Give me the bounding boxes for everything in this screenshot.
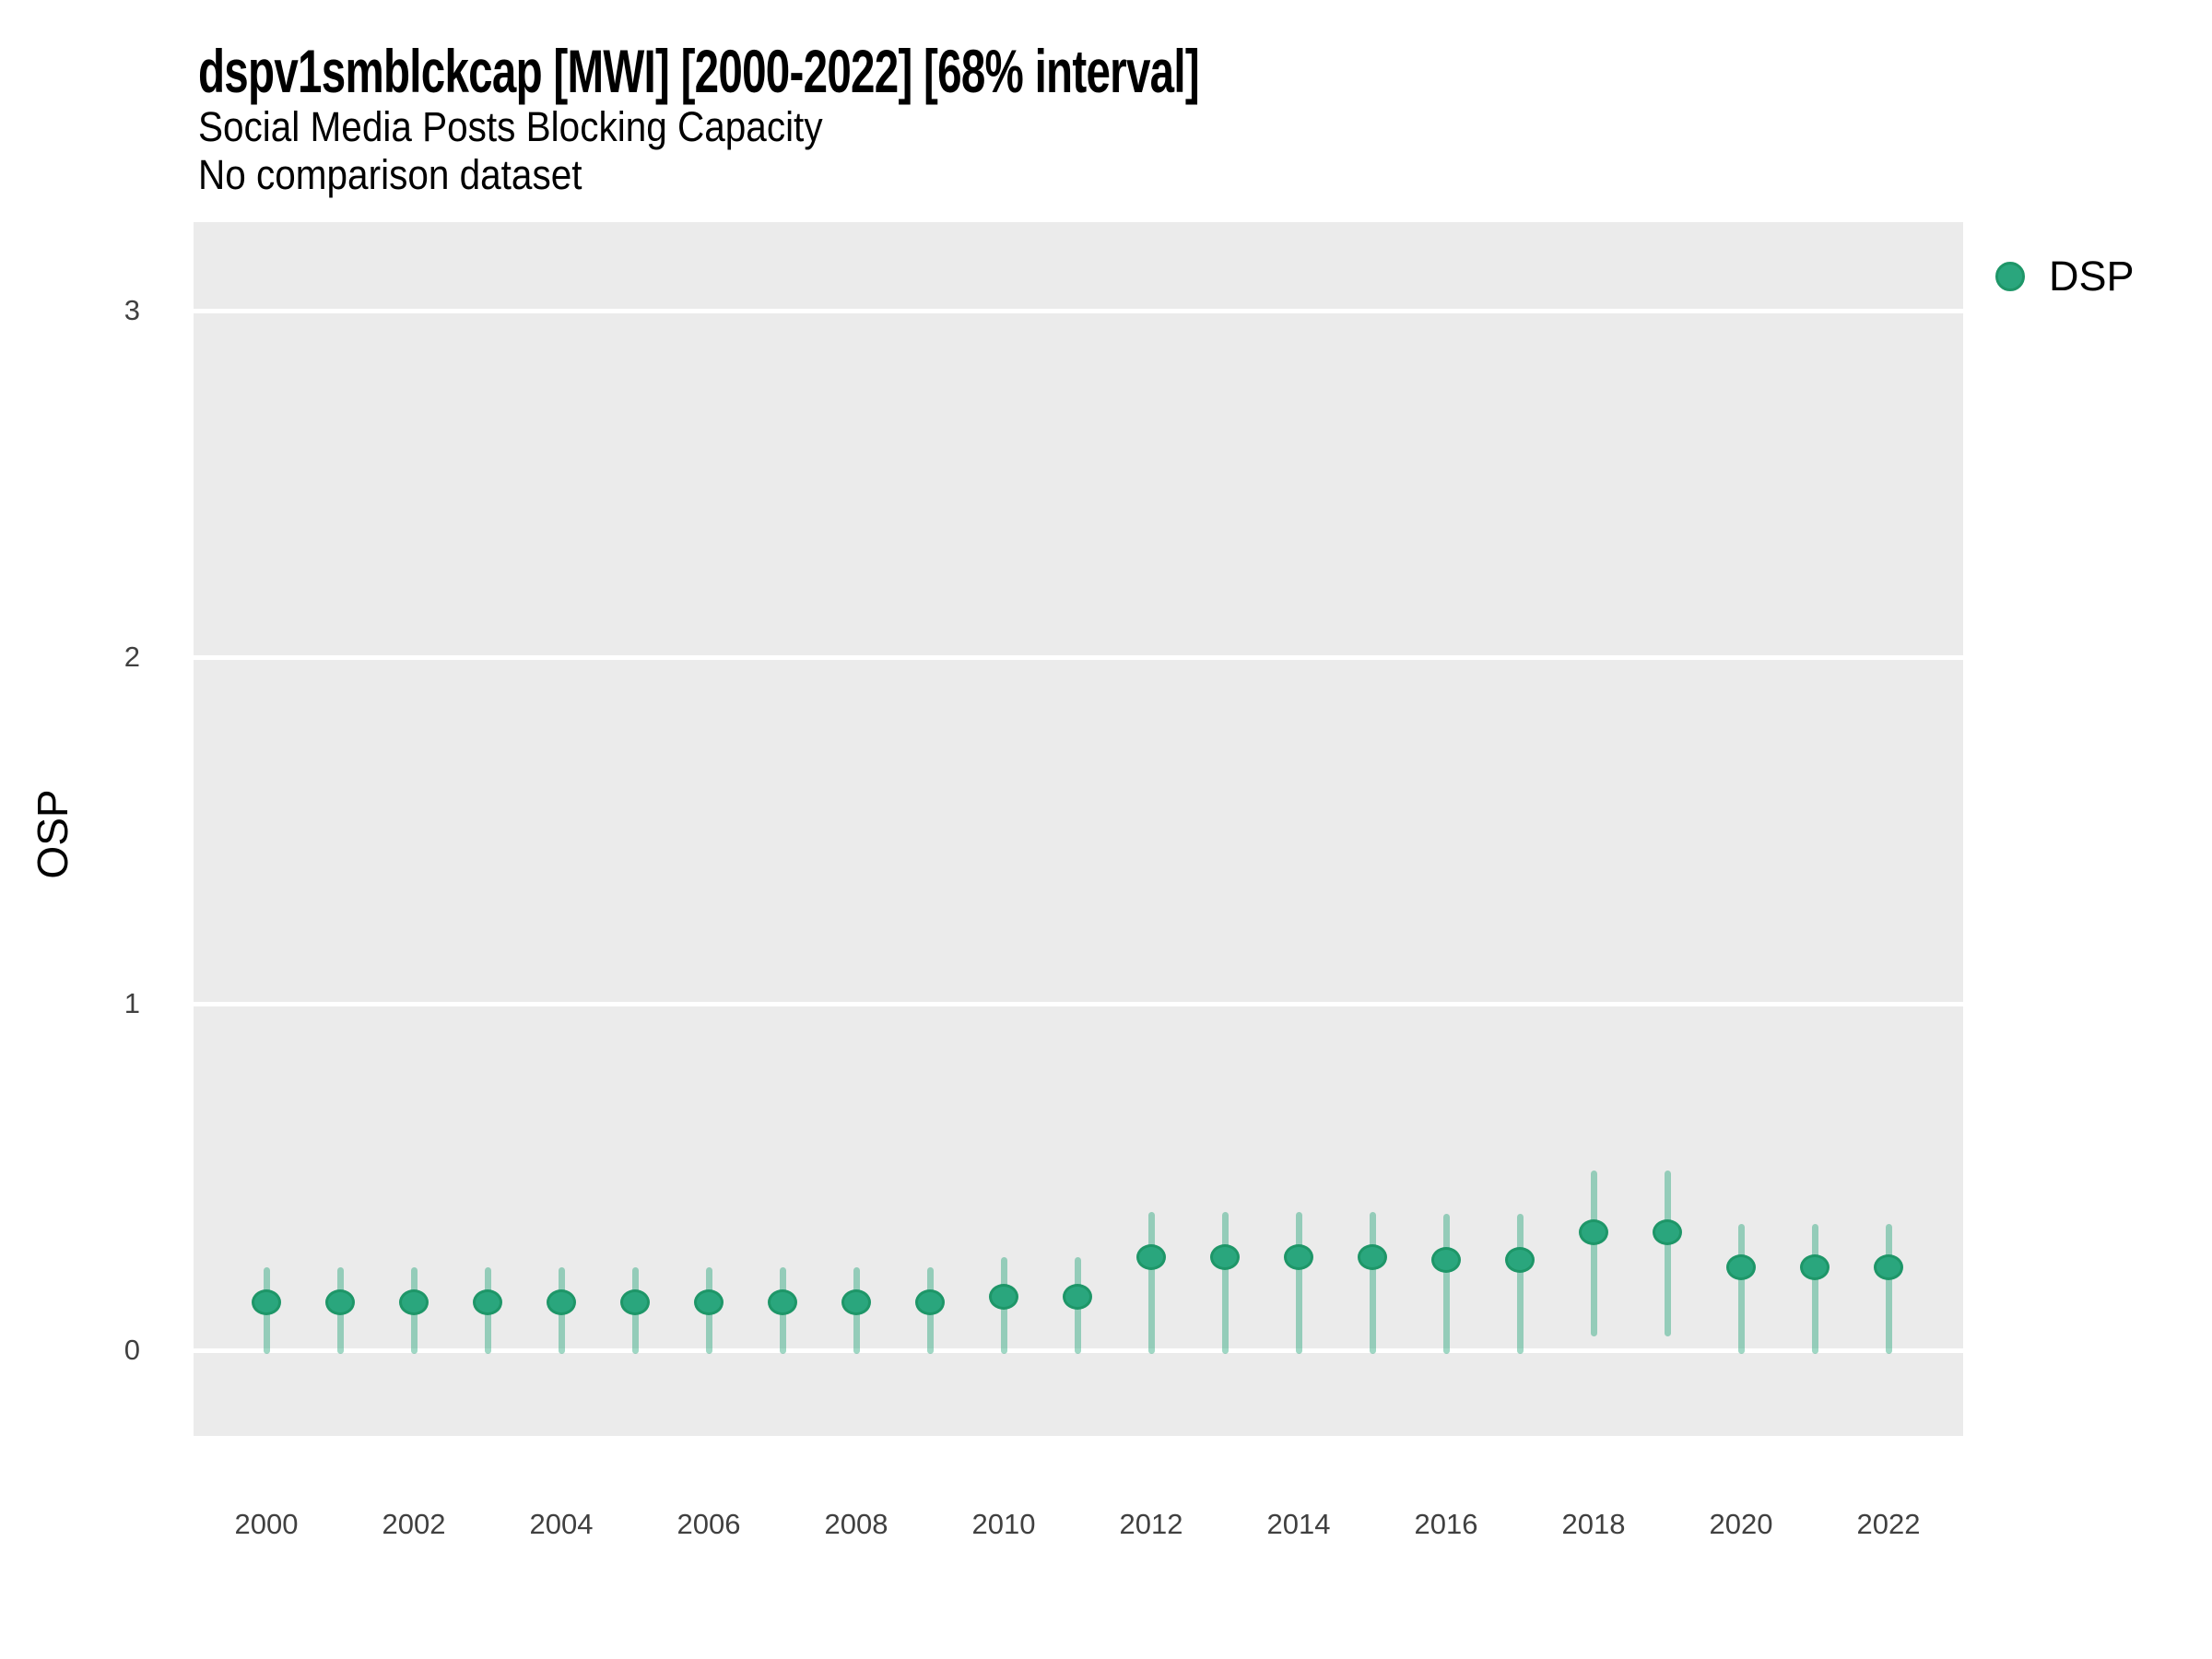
x-tick-label-2020: 2020 [1709, 1508, 1773, 1540]
data-point-2007 [768, 1288, 797, 1315]
data-point-2022 [1874, 1253, 1903, 1280]
x-tick-label-2018: 2018 [1561, 1508, 1626, 1540]
data-point-2016 [1431, 1247, 1461, 1274]
y-tick-label-1: 1 [124, 987, 140, 1020]
x-tick-label-2002: 2002 [382, 1508, 446, 1540]
data-point-2021 [1800, 1253, 1830, 1280]
x-tick-label-2022: 2022 [1856, 1508, 1921, 1540]
x-tick-label-2000: 2000 [234, 1508, 299, 1540]
interval-bar-2022 [1885, 1224, 1892, 1354]
x-tick-label-2004: 2004 [529, 1508, 594, 1540]
legend-point-icon [1995, 262, 2025, 291]
gridline-y-1 [194, 1001, 1963, 1006]
x-tick-label-2012: 2012 [1119, 1508, 1183, 1540]
plot-panel [194, 222, 1963, 1436]
data-point-2020 [1726, 1253, 1756, 1280]
y-axis-title: OSP [29, 789, 76, 879]
interval-bar-2013 [1221, 1212, 1229, 1354]
data-point-2004 [547, 1288, 576, 1315]
data-point-2014 [1284, 1243, 1313, 1270]
x-tick-label-2006: 2006 [677, 1508, 741, 1540]
data-point-2001 [325, 1288, 355, 1315]
data-point-2011 [1063, 1283, 1092, 1310]
x-tick-label-2016: 2016 [1414, 1508, 1478, 1540]
y-tick-label-2: 2 [124, 641, 140, 674]
interval-bar-2020 [1737, 1224, 1745, 1354]
interval-bar-2012 [1147, 1212, 1155, 1354]
chart-subtitle: Social Media Posts Blocking Capacity [198, 103, 823, 150]
data-point-2002 [399, 1288, 429, 1315]
data-point-2012 [1136, 1243, 1166, 1270]
chart-note: No comparison dataset [198, 151, 582, 198]
data-point-2005 [620, 1288, 650, 1315]
legend-label: DSP [2049, 253, 2135, 300]
data-point-2013 [1210, 1243, 1240, 1270]
interval-bar-2018 [1590, 1170, 1597, 1336]
data-point-2010 [989, 1283, 1018, 1310]
data-point-2017 [1505, 1247, 1535, 1274]
y-tick-label-0: 0 [124, 1334, 140, 1367]
interval-bar-2015 [1369, 1212, 1376, 1354]
interval-bar-2014 [1295, 1212, 1302, 1354]
chart-title: dspv1smblckcap [MWI] [2000-2022] [68% in… [198, 37, 1200, 105]
data-point-2018 [1579, 1219, 1608, 1246]
data-point-2009 [915, 1288, 945, 1315]
data-point-2000 [252, 1288, 281, 1315]
y-tick-label-3: 3 [124, 294, 140, 327]
x-tick-label-2008: 2008 [824, 1508, 888, 1540]
legend: DSP [1995, 255, 2135, 298]
data-point-2006 [694, 1288, 724, 1315]
gridline-y-0 [194, 1347, 1963, 1353]
data-point-2015 [1358, 1243, 1387, 1270]
gridline-y-3 [194, 308, 1963, 313]
data-point-2003 [473, 1288, 502, 1315]
data-point-2008 [841, 1288, 871, 1315]
interval-bar-2017 [1516, 1213, 1524, 1354]
x-tick-label-2014: 2014 [1266, 1508, 1331, 1540]
gridline-y-2 [194, 654, 1963, 660]
data-point-2019 [1653, 1219, 1682, 1246]
interval-bar-2021 [1811, 1224, 1818, 1354]
interval-bar-2016 [1442, 1213, 1450, 1354]
x-tick-label-2010: 2010 [971, 1508, 1036, 1540]
interval-bar-2019 [1664, 1170, 1671, 1336]
